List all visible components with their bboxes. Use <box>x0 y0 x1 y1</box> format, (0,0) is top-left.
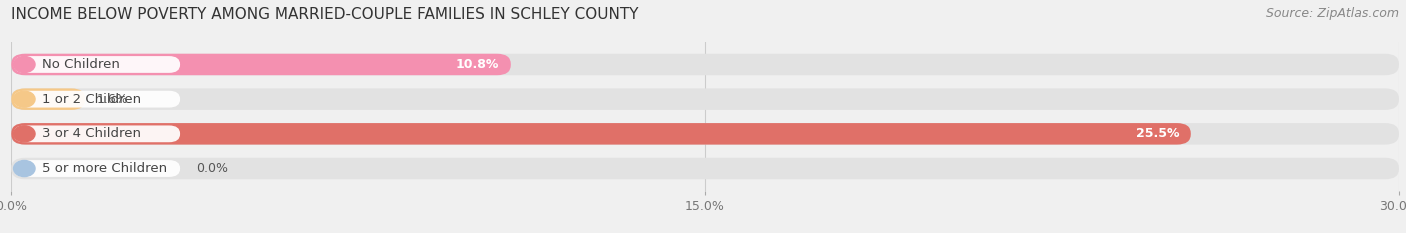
FancyBboxPatch shape <box>11 54 1399 75</box>
FancyBboxPatch shape <box>11 88 1399 110</box>
Text: 5 or more Children: 5 or more Children <box>42 162 167 175</box>
Text: 10.8%: 10.8% <box>456 58 499 71</box>
Circle shape <box>14 91 35 107</box>
Text: No Children: No Children <box>42 58 120 71</box>
Text: 0.0%: 0.0% <box>197 162 228 175</box>
Text: 1 or 2 Children: 1 or 2 Children <box>42 93 141 106</box>
FancyBboxPatch shape <box>14 56 180 73</box>
FancyBboxPatch shape <box>11 88 86 110</box>
FancyBboxPatch shape <box>11 123 1399 145</box>
FancyBboxPatch shape <box>11 123 1191 145</box>
Text: 1.6%: 1.6% <box>97 93 128 106</box>
FancyBboxPatch shape <box>14 91 180 108</box>
FancyBboxPatch shape <box>11 158 1399 179</box>
Circle shape <box>14 161 35 177</box>
FancyBboxPatch shape <box>14 125 180 142</box>
Text: Source: ZipAtlas.com: Source: ZipAtlas.com <box>1265 7 1399 20</box>
Circle shape <box>14 126 35 142</box>
Text: 3 or 4 Children: 3 or 4 Children <box>42 127 141 140</box>
FancyBboxPatch shape <box>11 54 510 75</box>
Text: INCOME BELOW POVERTY AMONG MARRIED-COUPLE FAMILIES IN SCHLEY COUNTY: INCOME BELOW POVERTY AMONG MARRIED-COUPL… <box>11 7 638 22</box>
FancyBboxPatch shape <box>14 160 180 177</box>
Text: 25.5%: 25.5% <box>1136 127 1180 140</box>
Circle shape <box>14 56 35 72</box>
